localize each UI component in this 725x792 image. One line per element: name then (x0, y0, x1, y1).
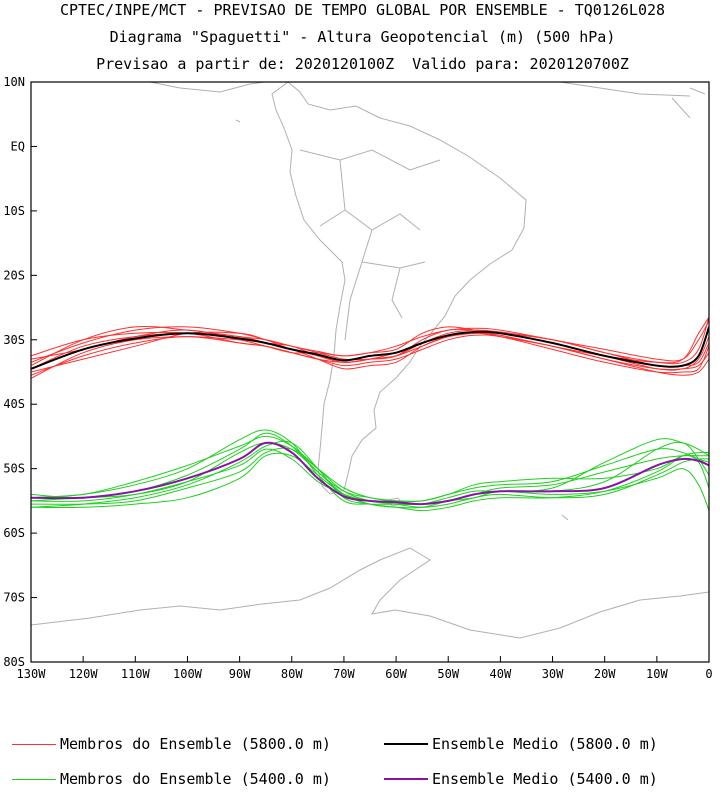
y-tick-label: 20S (3, 268, 25, 282)
coastline-map (31, 82, 709, 639)
legend-row-5800: Membros do Ensemble (5800.0 m) Ensemble … (0, 735, 725, 757)
y-tick-label: 70S (3, 591, 25, 605)
x-tick-label: 10W (646, 667, 668, 681)
x-tick-label: 70W (333, 667, 355, 681)
y-tick-label: 30S (3, 333, 25, 347)
y-tick-label: 40S (3, 397, 25, 411)
member-line-5400 (31, 448, 709, 502)
x-tick-label: 50W (437, 667, 459, 681)
axes: 130W 120W 110W 100W 90W 80W 70W 60W 50W 40W 30W 20W… (3, 75, 712, 681)
member-line-5400 (31, 447, 709, 505)
title-line-1: CPTEC/INPE/MCT - PREVISAO DE TEMPO GLOBA… (59, 1, 666, 19)
x-tick-label: 60W (385, 667, 407, 681)
x-tick-label: 110W (121, 667, 151, 681)
y-tick-label: 50S (3, 462, 25, 476)
legend-swatch (12, 743, 56, 745)
x-tick-label: 30W (542, 667, 564, 681)
member-line-5400 (31, 440, 709, 512)
x-tick-label: 40W (490, 667, 512, 681)
legend-label: Ensemble Medio (5800.0 m) (432, 735, 658, 753)
south-georgia-island (561, 514, 569, 521)
y-tick-label: EQ (11, 139, 25, 153)
country-borders (299, 149, 441, 341)
x-tick-label: 20W (594, 667, 616, 681)
mean-line-5400 (31, 441, 709, 506)
legend-label: Membros do Ensemble (5400.0 m) (60, 770, 331, 788)
x-tick-label: 0 (705, 667, 712, 681)
caribbean-islands (559, 82, 706, 119)
south-america-coastline (271, 82, 527, 495)
member-line-5800 (31, 334, 709, 376)
x-tick-label: 100W (173, 667, 203, 681)
legend-item-members-5400: Membros do Ensemble (5400.0 m) (12, 770, 331, 788)
legend-swatch (384, 743, 428, 745)
legend-row-5400: Membros do Ensemble (5400.0 m) Ensemble … (0, 770, 725, 792)
x-tick-label: 80W (281, 667, 303, 681)
member-line-5800 (31, 326, 709, 371)
x-tick-label: 90W (229, 667, 251, 681)
member-line-5800 (31, 317, 709, 373)
y-tick-label: 10N (3, 75, 25, 89)
mean-line-5800 (31, 326, 709, 370)
legend-item-mean-5400: Ensemble Medio (5400.0 m) (384, 770, 658, 788)
x-tick-label: 120W (69, 667, 99, 681)
plot-frame (30, 81, 710, 663)
title-line-2: Diagrama "Spaguetti" - Altura Geopotenci… (109, 28, 616, 46)
y-tick-label: 80S (3, 655, 25, 669)
y-tick-label: 60S (3, 526, 25, 540)
legend-item-mean-5800: Ensemble Medio (5800.0 m) (384, 735, 658, 753)
central-america-coastline (149, 82, 266, 123)
y-tick-label: 10S (3, 204, 25, 218)
legend-swatch (384, 778, 428, 780)
member-line-5800 (31, 320, 709, 363)
legend-label: Membros do Ensemble (5800.0 m) (60, 735, 331, 753)
member-line-5400 (31, 435, 709, 511)
title-line-3: Previsao a partir de: 2020120100Z Valido… (96, 55, 629, 73)
member-line-5800 (31, 329, 709, 368)
legend-item-members-5800: Membros do Ensemble (5800.0 m) (12, 735, 331, 753)
legend-swatch (12, 778, 56, 780)
legend-label: Ensemble Medio (5400.0 m) (432, 770, 658, 788)
x-tick-label: 130W (17, 667, 47, 681)
antarctic-peninsula-coastline (31, 547, 709, 639)
series-layer (31, 316, 709, 512)
